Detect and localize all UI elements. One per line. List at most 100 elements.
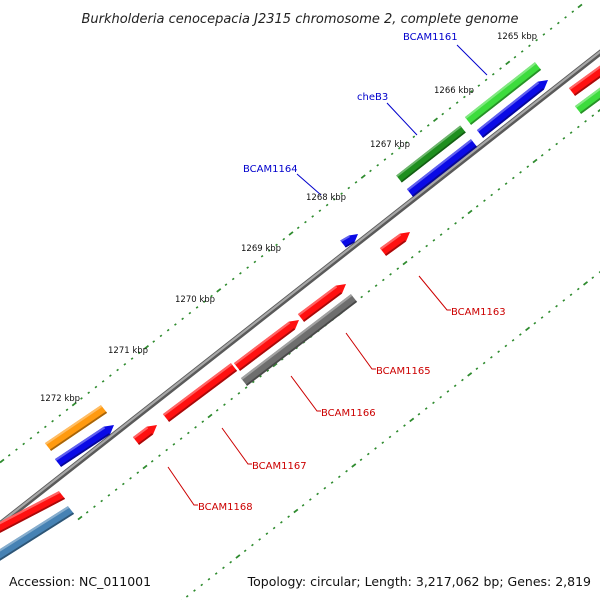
tick-mark: [409, 417, 415, 423]
tick-mark: [308, 498, 312, 501]
tick-mark: [410, 256, 414, 259]
gene-label-cheb3[interactable]: cheB3: [357, 92, 388, 103]
tick-mark: [71, 401, 77, 407]
tick-mark: [584, 120, 587, 123]
tick-mark: [116, 368, 119, 372]
tick-mark: [340, 192, 343, 195]
tick-mark: [174, 323, 177, 326]
gene-label-bcam1164[interactable]: BCAM1164: [243, 164, 298, 175]
gene-features: [0, 62, 600, 562]
tick-label-1271: 1271 kbp: [108, 346, 148, 356]
tick-mark: [216, 288, 222, 293]
tick-mark: [533, 321, 537, 325]
tick-mark: [532, 158, 538, 164]
genome-summary-text: Topology: circular; Length: 3,217,062 bp…: [247, 574, 591, 589]
tick-mark: [576, 287, 580, 291]
tick-mark: [540, 154, 544, 157]
tick-mark: [280, 521, 283, 524]
tick-mark: [195, 306, 199, 309]
tick-label-1270: 1270 kbp: [175, 295, 215, 305]
tick-mark: [181, 317, 184, 321]
tick-mark: [152, 340, 156, 343]
tick-mark: [166, 328, 170, 332]
tick-mark: [288, 231, 294, 236]
tick-mark: [535, 38, 539, 42]
tick-mark: [231, 277, 235, 281]
tick-mark: [215, 409, 219, 412]
gene-label-bcam1167[interactable]: BCAM1167: [252, 461, 307, 472]
gene-bar-orange[interactable]: [44, 405, 108, 451]
gene-bar-red-left[interactable]: [0, 491, 66, 534]
tick-mark: [51, 419, 54, 423]
tick-mark: [542, 33, 546, 36]
tick-mark: [432, 117, 439, 123]
tick-mark: [142, 464, 148, 470]
gene-bar-red-bcam1166[interactable]: [233, 320, 299, 371]
tick-mark: [301, 503, 305, 507]
tick-mark: [555, 142, 559, 146]
tick-mark: [367, 290, 371, 293]
gene-bar-green-right[interactable]: [574, 86, 600, 114]
tick-mark: [267, 249, 271, 252]
gene-bar-blue-cheb3[interactable]: [406, 139, 478, 197]
gene-bar-red-bcam1165[interactable]: [297, 284, 346, 322]
gene-bar-red-bcam1163[interactable]: [379, 232, 410, 256]
label-callouts: [167, 44, 488, 506]
tick-mark: [504, 344, 508, 348]
gene-label-bcam1165[interactable]: BCAM1165: [376, 366, 431, 377]
gene-bar-blue-bcam1164[interactable]: [340, 234, 358, 248]
gene-bar-red-right[interactable]: [568, 64, 600, 96]
tick-mark: [272, 362, 278, 368]
gene-bar-steelblue[interactable]: [0, 506, 75, 562]
tick-label-1265: 1265 kbp: [497, 32, 537, 42]
tick-mark: [383, 158, 387, 161]
tick-mark: [374, 284, 378, 287]
gene-label-bcam1161[interactable]: BCAM1161: [403, 32, 458, 43]
gene-bar-blue-lower[interactable]: [54, 425, 114, 467]
tick-mark: [85, 511, 89, 514]
tick-mark: [351, 463, 357, 468]
tick-mark: [571, 10, 575, 13]
tick-mark: [490, 193, 494, 197]
gene-labels: BCAM1161 cheB3 BCAM1164 BCAM1163 BCAM116…: [198, 32, 506, 513]
tick-mark: [202, 300, 206, 304]
tick-mark: [499, 67, 502, 70]
tick-mark: [258, 538, 262, 541]
gene-bar-red-bcam1167[interactable]: [162, 363, 238, 422]
tick-mark: [282, 237, 286, 241]
gene-label-bcam1163[interactable]: BCAM1163: [451, 307, 506, 318]
tick-mark: [520, 50, 524, 53]
tick-label-1268: 1268 kbp: [306, 193, 346, 203]
gene-bar-green-top[interactable]: [464, 62, 542, 125]
tick-mark: [101, 380, 105, 383]
callout-bcam1168: [167, 466, 198, 506]
tick-mark: [569, 293, 573, 297]
tick-mark: [569, 131, 573, 134]
tick-mark: [94, 385, 98, 389]
tick-mark: [251, 380, 255, 384]
gene-bar-blue-top[interactable]: [476, 80, 548, 138]
chromosome-backbone: [0, 49, 600, 528]
tick-mark: [224, 283, 228, 286]
tick-mark: [490, 356, 493, 359]
gene-bar-dark-green[interactable]: [396, 125, 466, 183]
gene-label-bcam1166[interactable]: BCAM1166: [321, 408, 376, 419]
tick-mark: [369, 169, 372, 173]
tick-mark: [482, 361, 486, 365]
gene-bar-red-bcam1168[interactable]: [132, 425, 157, 445]
tick-mark: [293, 508, 299, 514]
tick-mark: [318, 209, 322, 213]
gene-bar-gray[interactable]: [240, 294, 358, 386]
gene-label-bcam1168[interactable]: BCAM1168: [198, 502, 253, 513]
tick-mark: [272, 526, 276, 530]
tick-mark: [237, 392, 241, 395]
tick-labels: 1265 kbp 1266 kbp 1267 kbp 1268 kbp 1269…: [40, 32, 537, 404]
tick-mark: [454, 222, 457, 225]
tick-mark: [287, 515, 290, 518]
tick-mark: [453, 384, 457, 388]
tick-label-1267: 1267 kbp: [370, 140, 410, 150]
tick-mark: [591, 114, 595, 117]
tick-mark: [511, 176, 515, 180]
tick-mark: [463, 95, 466, 99]
